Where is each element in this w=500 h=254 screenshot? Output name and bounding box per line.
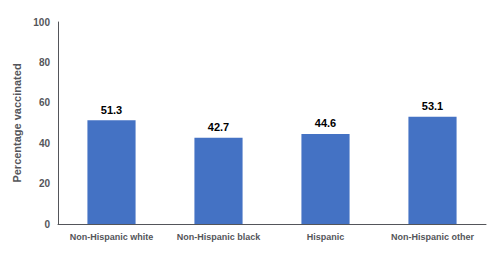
svg-text:60: 60 xyxy=(39,97,51,108)
svg-text:100: 100 xyxy=(33,17,50,28)
svg-text:0: 0 xyxy=(44,219,50,230)
svg-text:51.3: 51.3 xyxy=(101,104,122,116)
svg-text:Non-Hispanic other: Non-Hispanic other xyxy=(391,232,475,242)
svg-text:20: 20 xyxy=(39,178,51,189)
svg-text:80: 80 xyxy=(39,57,51,68)
svg-text:42.7: 42.7 xyxy=(208,121,229,133)
svg-text:Percentage vaccinated: Percentage vaccinated xyxy=(11,63,23,182)
svg-text:Hispanic: Hispanic xyxy=(307,232,345,242)
svg-text:Non-Hispanic black: Non-Hispanic black xyxy=(177,232,262,242)
svg-text:Non-Hispanic white: Non-Hispanic white xyxy=(70,232,154,242)
svg-text:44.6: 44.6 xyxy=(315,117,336,129)
svg-text:40: 40 xyxy=(39,138,51,149)
svg-text:53.1: 53.1 xyxy=(422,100,443,112)
